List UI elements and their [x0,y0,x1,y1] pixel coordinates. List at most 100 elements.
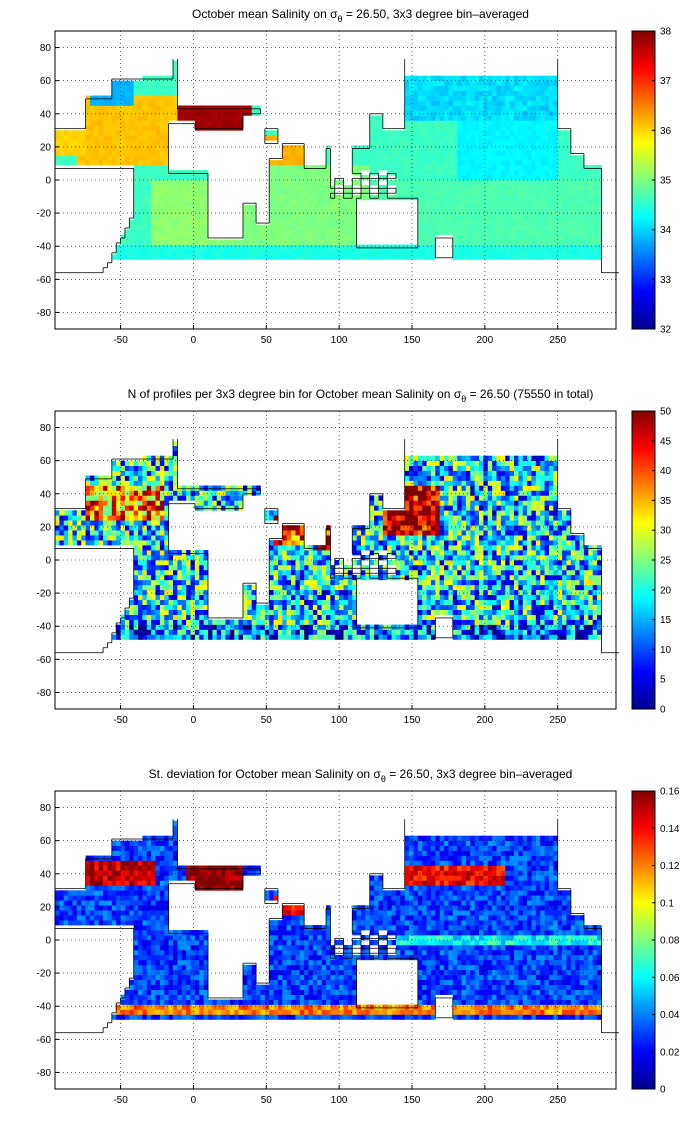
heatmap-cell [540,254,545,260]
heatmap-cell [505,560,510,566]
heatmap-cell [474,604,480,610]
heatmap-cell [304,254,309,260]
heatmap-cell [378,244,384,250]
heatmap-cell [522,204,528,211]
heatmap-cell [138,204,143,211]
heatmap-cell [68,160,73,166]
heatmap-cell [168,599,174,605]
heatmap-cell [103,135,108,141]
heatmap-cell [452,105,458,111]
heatmap-cell [142,120,148,126]
heatmap-cell [194,219,200,225]
heatmap-cell [527,239,532,245]
heatmap-cell [527,594,532,601]
heatmap-cell [535,589,541,596]
heatmap-cell [444,180,449,186]
heatmap-cell [68,130,73,136]
heatmap-cell [448,569,454,576]
heatmap-cell [426,184,432,191]
heatmap-cell [151,599,156,605]
heatmap-cell [242,624,248,630]
panel-1: October mean Salinity on σθ = 26.50, 3x3… [37,7,672,346]
heatmap-cell [194,599,200,605]
heatmap-cell [444,594,449,601]
heatmap-cell [330,249,336,255]
heatmap-cell [566,224,572,230]
heatmap-cell [492,569,497,576]
heatmap-cell [531,569,537,576]
heatmap-cell [426,224,432,230]
heatmap-cell [369,160,375,166]
heatmap-cell [400,624,406,630]
heatmap-cell [391,624,397,630]
heatmap-cell [190,244,196,250]
heatmap-cell [173,70,178,76]
heatmap-cell [426,589,432,596]
heatmap-cell [361,189,366,196]
heatmap-cell [282,604,287,610]
heatmap-cell [68,155,73,161]
heatmap-cell [583,224,589,230]
heatmap-cell [417,160,423,166]
heatmap-cell [347,614,353,620]
heatmap-cell [597,599,602,605]
heatmap-cell [505,234,510,240]
heatmap-cell [557,594,563,601]
heatmap-cell [474,100,480,106]
heatmap-cell [592,555,598,561]
heatmap-cell [155,209,161,216]
heatmap-cell [492,170,497,176]
heatmap-cell [133,619,139,625]
heatmap-cell [155,249,161,255]
heatmap-cell [251,110,257,116]
heatmap-cell [522,604,528,610]
heatmap-cell [426,115,432,121]
heatmap-cell [221,125,226,131]
heatmap-cell [522,125,528,131]
heatmap-cell [151,85,156,91]
heatmap-cell [164,105,169,111]
heatmap-cell [116,160,121,166]
heatmap-cell [496,564,502,571]
heatmap-cell [111,150,117,156]
heatmap-cell [465,604,471,610]
heatmap-cell [365,184,371,191]
heatmap-cell [448,145,454,151]
heatmap-cell [177,584,183,591]
heatmap-cell [566,150,572,156]
heatmap-cell [330,209,336,216]
heatmap-cell [426,150,432,156]
heatmap-cell [457,604,462,610]
heatmap-cell [422,180,427,186]
heatmap-cell [190,234,196,240]
heatmap-cell [321,175,327,181]
heatmap-cell [238,120,244,126]
heatmap-cell [330,579,336,586]
heatmap-cell [422,189,427,196]
heatmap-cell [588,194,593,201]
heatmap-cell [570,254,576,260]
heatmap-cell [317,199,322,206]
heatmap-cell [142,184,148,191]
heatmap-cell [295,624,301,630]
heatmap-cell [194,614,200,620]
heatmap-cell [369,194,375,201]
heatmap-cell [295,569,301,576]
heatmap-cell [76,150,82,156]
heatmap-cell [339,614,344,620]
heatmap-cell [321,574,327,581]
heatmap-cell [575,244,580,250]
heatmap-cell [518,629,524,635]
heatmap-cell [264,229,270,235]
heatmap-cell [111,120,117,126]
heatmap-cell [562,634,567,640]
heatmap-cell [465,629,471,635]
heatmap-cell [496,160,502,166]
heatmap-cell [496,204,502,211]
heatmap-cell [566,619,572,625]
heatmap-cell [579,589,585,596]
heatmap-cell [435,100,440,106]
x-tick-label: 150 [404,335,421,346]
heatmap-cell [138,629,143,635]
heatmap-cell [395,555,401,561]
